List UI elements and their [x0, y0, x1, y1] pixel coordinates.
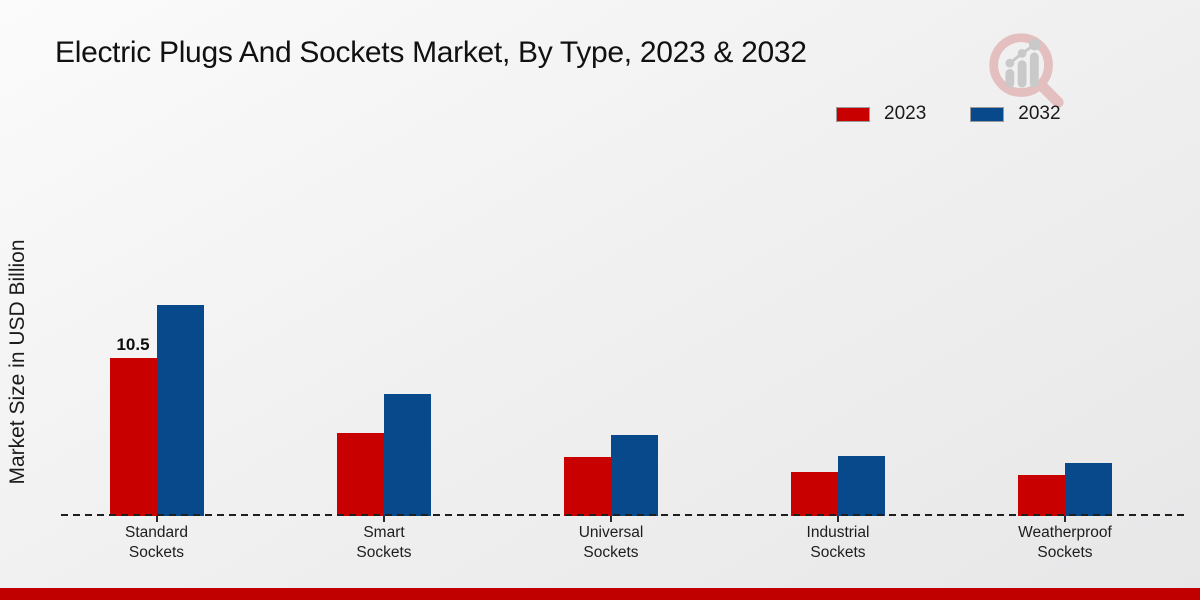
data-label-2023-standard-sockets: 10.5 — [116, 335, 150, 354]
legend-swatch-2032 — [970, 106, 1005, 122]
bar-2032-smart-sockets — [384, 394, 431, 516]
legend-item-2023: 2023 — [836, 103, 926, 125]
category-label-industrial-sockets: Industrial Sockets — [806, 524, 870, 561]
x-axis-tick — [155, 516, 158, 522]
footer-accent-bar — [0, 588, 1200, 600]
x-axis-tick — [1064, 516, 1066, 522]
legend-swatch-2023 — [836, 106, 870, 122]
legend-label-2023: 2023 — [884, 103, 927, 124]
bar-2032-universal-sockets — [611, 435, 658, 516]
category-label-universal-sockets: Universal Sockets — [578, 524, 644, 561]
chart-title: Electric Plugs And Sockets Market, By Ty… — [55, 36, 807, 69]
bar-2032-weatherproof-sockets — [1065, 463, 1112, 516]
x-axis-tick — [837, 516, 839, 522]
magnifier-bar-chart-logo — [989, 33, 1064, 108]
bar-2023-weatherproof-sockets — [1018, 475, 1065, 516]
x-axis-tick — [610, 516, 612, 522]
bar-2032-industrial-sockets — [838, 456, 885, 516]
bar-2023-industrial-sockets — [791, 472, 838, 516]
bar-2023-universal-sockets — [564, 457, 611, 516]
legend: 2023 2032 — [836, 103, 1061, 125]
bar-2023-standard-sockets — [109, 358, 157, 516]
bar-2032-standard-sockets — [156, 305, 204, 516]
legend-label-2032: 2032 — [1018, 103, 1061, 124]
category-label-standard-sockets: Standard Sockets — [125, 524, 188, 561]
bar-2023-smart-sockets — [337, 433, 384, 516]
category-label-smart-sockets: Smart Sockets — [356, 524, 412, 561]
x-axis-baseline — [61, 514, 1189, 516]
category-label-weatherproof-sockets: Weatherproof Sockets — [1018, 524, 1112, 561]
legend-item-2032: 2032 — [970, 103, 1061, 125]
x-axis-tick — [383, 516, 385, 522]
